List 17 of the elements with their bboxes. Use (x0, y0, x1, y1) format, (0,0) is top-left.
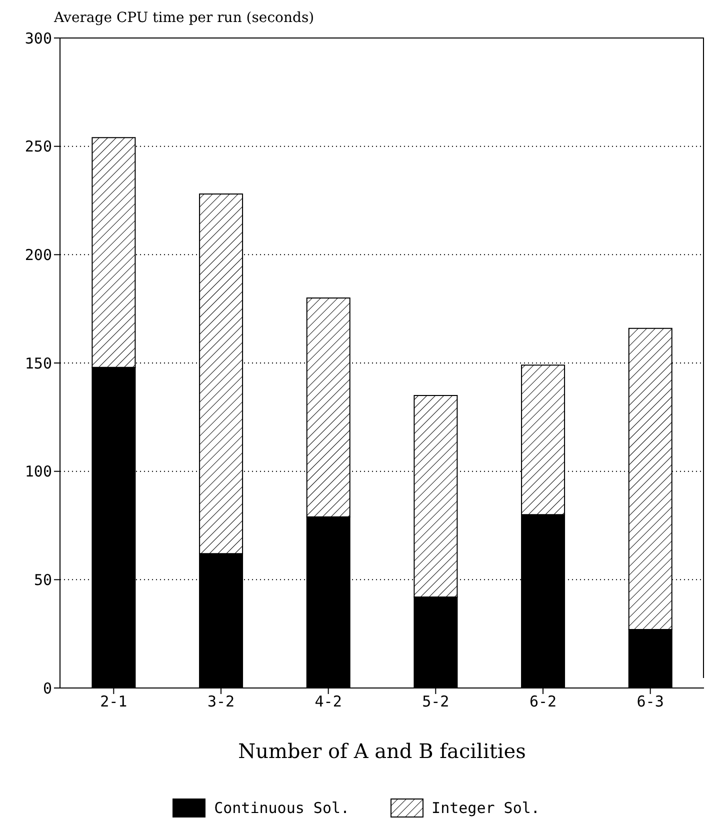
x-tick-label: 2-1 (100, 692, 128, 711)
x-tick-label: 3-2 (207, 692, 235, 711)
y-tick-label: 300 (24, 29, 52, 48)
y-tick-label: 100 (24, 462, 52, 481)
y-tick-label: 0 (42, 679, 52, 698)
legend-label: Integer Sol. (432, 799, 540, 817)
x-tick-label: 6-2 (529, 692, 557, 711)
x-tick-label: 5-2 (422, 692, 450, 711)
legend-label: Continuous Sol. (214, 799, 350, 817)
x-tick-label: 4-2 (314, 692, 342, 711)
x-axis-title: Number of A and B facilities (238, 739, 526, 763)
y-tick-label: 250 (24, 138, 52, 156)
y-tick-label: 150 (24, 354, 52, 372)
y-tick-label: 50 (34, 570, 52, 589)
x-tick-label: 6-3 (636, 692, 664, 711)
y-tick-label: 200 (24, 246, 52, 264)
y-axis-title: Average CPU time per run (seconds) (54, 10, 314, 26)
